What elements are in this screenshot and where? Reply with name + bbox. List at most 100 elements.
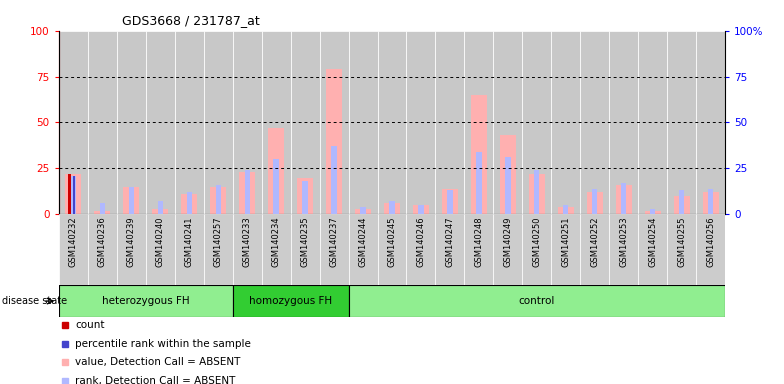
Bar — [580, 214, 609, 285]
Bar — [175, 31, 204, 214]
Bar — [68, 174, 71, 214]
Bar — [239, 172, 255, 214]
Bar — [471, 95, 487, 214]
Bar — [534, 170, 539, 214]
Bar — [355, 209, 371, 214]
Bar — [349, 214, 378, 285]
Bar — [320, 214, 349, 285]
Bar — [406, 214, 435, 285]
Bar — [644, 210, 661, 214]
Bar — [71, 176, 76, 214]
Bar — [59, 31, 88, 214]
Bar — [580, 31, 609, 214]
Bar — [464, 31, 493, 214]
Text: GSM140255: GSM140255 — [677, 217, 686, 267]
Text: GSM140245: GSM140245 — [387, 217, 397, 267]
Bar — [349, 31, 378, 214]
Text: GSM140244: GSM140244 — [358, 217, 368, 267]
Bar — [88, 31, 117, 214]
Bar — [442, 189, 458, 214]
Bar — [320, 31, 349, 214]
Bar — [638, 214, 667, 285]
Bar — [204, 31, 233, 214]
Bar — [522, 31, 551, 214]
Bar — [332, 146, 336, 214]
Bar — [529, 174, 545, 214]
Bar — [384, 203, 400, 214]
Bar — [59, 214, 88, 285]
Text: GSM140247: GSM140247 — [445, 217, 455, 267]
Text: percentile rank within the sample: percentile rank within the sample — [75, 339, 252, 349]
Text: heterozygous FH: heterozygous FH — [102, 296, 190, 306]
Bar — [493, 31, 522, 214]
Bar — [349, 285, 725, 317]
Bar — [204, 214, 233, 285]
Bar — [551, 31, 580, 214]
Bar — [123, 187, 140, 214]
Text: GSM140232: GSM140232 — [69, 217, 78, 267]
Bar — [262, 31, 291, 214]
Text: count: count — [75, 320, 105, 330]
Bar — [59, 285, 233, 317]
Bar — [551, 214, 580, 285]
Text: GSM140248: GSM140248 — [474, 217, 484, 267]
Text: GSM140256: GSM140256 — [706, 217, 715, 267]
Bar — [94, 210, 111, 214]
Bar — [146, 31, 175, 214]
Bar — [291, 31, 320, 214]
Text: GSM140236: GSM140236 — [98, 217, 107, 267]
Bar — [406, 31, 435, 214]
Bar — [702, 192, 719, 214]
Bar — [268, 128, 284, 214]
Bar — [233, 31, 262, 214]
Bar — [146, 31, 175, 214]
Bar — [117, 31, 146, 214]
Bar — [615, 185, 632, 214]
Bar — [378, 31, 406, 214]
Bar — [262, 214, 291, 285]
Bar — [88, 31, 117, 214]
Bar — [59, 31, 88, 214]
Bar — [464, 214, 493, 285]
Bar — [233, 214, 262, 285]
Text: GSM140241: GSM140241 — [185, 217, 194, 267]
Bar — [326, 69, 342, 214]
Text: control: control — [519, 296, 555, 306]
Bar — [435, 31, 464, 214]
Bar — [210, 187, 226, 214]
Bar — [435, 31, 464, 214]
Bar — [181, 194, 197, 214]
Bar — [65, 174, 82, 214]
Text: GSM140252: GSM140252 — [590, 217, 599, 267]
Bar — [435, 214, 464, 285]
Bar — [297, 177, 313, 214]
Bar — [152, 209, 169, 214]
Bar — [406, 31, 435, 214]
Bar — [233, 31, 262, 214]
Bar — [638, 31, 667, 214]
Text: GSM140257: GSM140257 — [214, 217, 223, 267]
Bar — [361, 207, 365, 214]
Bar — [233, 285, 349, 317]
Bar — [413, 205, 429, 214]
Bar — [390, 202, 394, 214]
Bar — [262, 31, 291, 214]
Text: GDS3668 / 231787_at: GDS3668 / 231787_at — [122, 14, 260, 27]
Bar — [216, 185, 221, 214]
Bar — [638, 31, 667, 214]
Bar — [667, 31, 696, 214]
Text: GSM140249: GSM140249 — [503, 217, 513, 267]
Bar — [100, 203, 105, 214]
Text: GSM140240: GSM140240 — [156, 217, 165, 267]
Bar — [500, 135, 516, 214]
Bar — [274, 159, 279, 214]
Bar — [349, 31, 378, 214]
Bar — [320, 31, 349, 214]
Bar — [204, 31, 233, 214]
Bar — [187, 192, 192, 214]
Bar — [522, 31, 551, 214]
Text: GSM140234: GSM140234 — [271, 217, 281, 267]
Text: homozygous FH: homozygous FH — [249, 296, 332, 306]
Text: GSM140250: GSM140250 — [532, 217, 542, 267]
Bar — [245, 170, 250, 214]
